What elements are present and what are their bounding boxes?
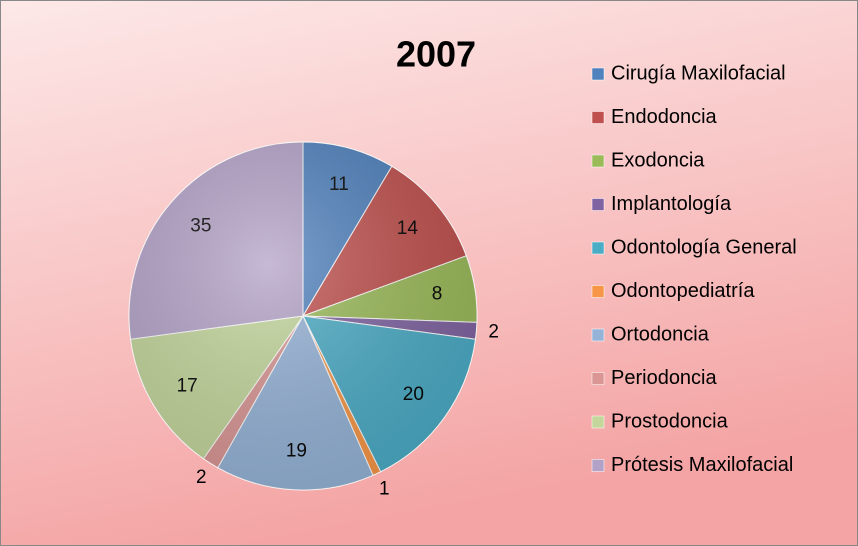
chart-title: 2007 — [396, 34, 476, 75]
legend-swatch — [591, 198, 605, 211]
legend-swatch — [591, 241, 605, 255]
legend-label: Ortodoncia — [611, 323, 710, 345]
legend-label: Implantología — [611, 193, 732, 215]
data-label: 2 — [488, 321, 499, 342]
data-label: 8 — [432, 284, 443, 305]
legend-swatch — [591, 372, 605, 385]
data-label: 20 — [403, 384, 424, 405]
data-label: 35 — [190, 216, 211, 237]
legend-label: Cirugía Maxilofacial — [611, 62, 786, 84]
data-label: 17 — [177, 376, 198, 397]
legend-swatch — [591, 415, 605, 429]
data-label: 2 — [196, 467, 207, 488]
legend-swatch — [591, 328, 605, 342]
legend-swatch — [591, 154, 605, 168]
legend-label: Prótesis Maxilofacial — [611, 454, 793, 476]
legend-label: Odontopediatría — [611, 280, 755, 302]
legend-label: Exodoncia — [611, 149, 705, 171]
data-label: 14 — [397, 218, 419, 239]
data-label: 19 — [286, 441, 307, 462]
data-label: 11 — [329, 174, 349, 195]
legend-swatch — [591, 67, 605, 81]
legend-swatch — [591, 111, 605, 124]
legend-label: Periodoncia — [611, 367, 718, 389]
legend-label: Prostodoncia — [611, 410, 729, 432]
legend-label: Odontología General — [611, 236, 797, 258]
legend-swatch — [591, 459, 605, 472]
data-label: 1 — [379, 478, 390, 499]
legend-swatch — [591, 285, 605, 298]
legend-label: Endodoncia — [611, 106, 718, 128]
